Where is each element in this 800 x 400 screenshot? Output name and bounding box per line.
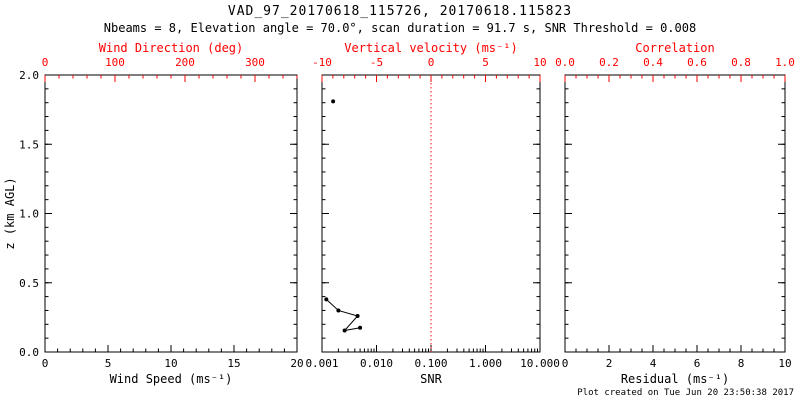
- residual-panel-x-tick-label: 4: [650, 357, 657, 370]
- wind-speed-panel-x-tick-label: 0: [42, 357, 49, 370]
- wind-speed-panel-x-tick-label: 20: [290, 357, 303, 370]
- wind-speed-panel-x-tick-label: 5: [105, 357, 112, 370]
- snr-panel-x-tick-label: 0.001: [305, 357, 338, 370]
- residual-panel-top-tick-label: 0.8: [731, 56, 751, 69]
- residual-panel-top-tick-label: 0.4: [643, 56, 663, 69]
- wind-speed-panel-frame: [44, 74, 298, 353]
- wind-speed-panel-y-tick-label: 0.5: [19, 277, 39, 290]
- residual-panel-top-tick-label: 0.2: [599, 56, 619, 69]
- snr-panel-x-tick-label: 1.000: [469, 357, 502, 370]
- snr-outlier-point-point: [331, 99, 336, 104]
- snr-panel-frame: [321, 74, 541, 353]
- wind-speed-panel-y-tick-label: 0.0: [19, 346, 39, 359]
- residual-panel-top-axis-title: Correlation: [635, 41, 714, 55]
- residual-panel-x-tick-label: 2: [606, 357, 613, 370]
- snr-panel-top-tick-label: -5: [370, 56, 383, 69]
- snr-panel-top-tick-label: -10: [312, 56, 332, 69]
- wind-speed-panel-top-tick-label: 200: [175, 56, 195, 69]
- wind-speed-panel-y-tick-label: 1.5: [19, 138, 39, 151]
- snr-profile-point: [358, 325, 363, 330]
- snr-panel-x-tick-label: 0.100: [414, 357, 447, 370]
- residual-panel-x-axis-title: Residual (ms⁻¹): [621, 372, 729, 386]
- plot-subtitle: Nbeams = 8, Elevation angle = 70.0°, sca…: [103, 21, 697, 35]
- wind-speed-panel-x-tick-label: 15: [227, 357, 240, 370]
- residual-panel-x-tick-label: 10: [778, 357, 791, 370]
- y-axis-title: z (km AGL): [3, 177, 17, 249]
- snr-profile-point: [355, 313, 360, 318]
- wind-speed-panel-top-tick-label: 300: [245, 56, 265, 69]
- wind-speed-panel-top-axis-title: Wind Direction (deg): [99, 41, 244, 55]
- snr-panel-x-tick-label: 10.000: [520, 357, 560, 370]
- residual-panel-top-tick-label: 1.0: [775, 56, 795, 69]
- snr-panel-top-tick-label: 5: [482, 56, 489, 69]
- wind-speed-panel-x-tick-label: 10: [164, 357, 177, 370]
- wind-speed-panel-x-axis-title: Wind Speed (ms⁻¹): [110, 372, 233, 386]
- plot-title: VAD_97_20170618_115726, 20170618.115823: [227, 4, 573, 19]
- snr-profile-point: [324, 297, 329, 302]
- plot-created-timestamp: Plot created on Tue Jun 20 23:50:38 2017: [577, 388, 794, 398]
- residual-panel-top-tick-label: 0.6: [687, 56, 707, 69]
- residual-panel-x-tick-label: 0: [562, 357, 569, 370]
- wind-speed-panel-y-tick-label: 1.0: [19, 208, 39, 221]
- snr-panel-x-tick-label: 0.010: [360, 357, 393, 370]
- wind-speed-panel-y-tick-label: 2.0: [19, 69, 39, 82]
- wind-speed-panel-top-tick-label: 100: [105, 56, 125, 69]
- snr-profile-point: [336, 308, 341, 313]
- residual-panel-frame: [564, 74, 786, 353]
- snr-profile-point: [342, 328, 347, 333]
- snr-panel-top-tick-label: 0: [428, 56, 435, 69]
- wind-speed-panel-top-tick-label: 0: [42, 56, 49, 69]
- residual-panel-x-tick-label: 6: [694, 357, 701, 370]
- snr-panel-top-tick-label: 10: [533, 56, 546, 69]
- snr-panel-top-axis-title: Vertical velocity (ms⁻¹): [344, 41, 517, 55]
- residual-panel-top-tick-label: 0.0: [555, 56, 575, 69]
- residual-panel-x-tick-label: 8: [738, 357, 745, 370]
- snr-profile-line: [325, 299, 361, 332]
- snr-panel-x-axis-title: SNR: [420, 372, 442, 386]
